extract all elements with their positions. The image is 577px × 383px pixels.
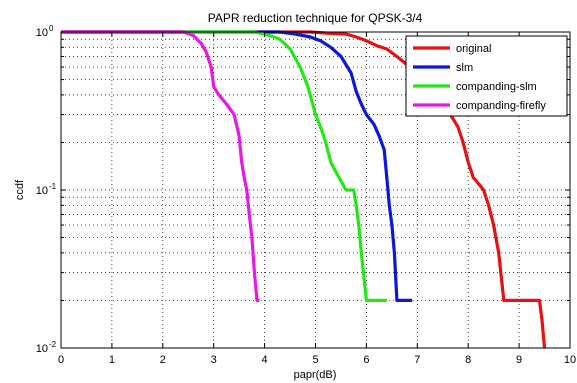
x-tick-label: 7 bbox=[414, 354, 420, 366]
y-tick-label-base: 10 bbox=[36, 185, 48, 197]
legend-entry-label: slm bbox=[456, 62, 473, 74]
x-axis-label: papr(dB) bbox=[294, 369, 337, 381]
y-tick-label-exponent: -1 bbox=[49, 182, 57, 191]
x-tick-label: 4 bbox=[262, 354, 268, 366]
y-tick-label-base: 10 bbox=[36, 343, 48, 355]
series-line-companding-slm bbox=[61, 30, 387, 302]
y-tick-label-exponent: -2 bbox=[49, 340, 57, 349]
y-axis-label: ccdf bbox=[14, 179, 26, 200]
y-tick-label-base: 10 bbox=[36, 27, 48, 39]
x-tick-label: 6 bbox=[363, 354, 369, 366]
series-line-original bbox=[61, 30, 547, 349]
x-tick-label: 3 bbox=[211, 354, 217, 366]
series-line-companding-firefly bbox=[61, 30, 260, 302]
x-tick-label: 9 bbox=[516, 354, 522, 366]
series-layer bbox=[61, 30, 547, 349]
x-tick-label: 2 bbox=[160, 354, 166, 366]
x-tick-label: 0 bbox=[58, 354, 64, 366]
chart-title: PAPR reduction technique for QPSK-3/4 bbox=[208, 11, 423, 25]
legend-entry-label: companding-slm bbox=[456, 81, 537, 93]
x-tick-label: 8 bbox=[465, 354, 471, 366]
x-tick-label: 10 bbox=[564, 354, 576, 366]
legend-entry-label: companding-firefly bbox=[456, 100, 546, 112]
legend: original slm companding-slm companding-fire… bbox=[405, 35, 568, 117]
x-tick-label: 5 bbox=[312, 354, 318, 366]
x-tick-label: 1 bbox=[109, 354, 115, 366]
legend-entry-label: original bbox=[456, 43, 491, 55]
series-line-slm bbox=[61, 30, 413, 302]
x-tick-labels: 0 1 2 3 4 5 6 7 8 9 10 bbox=[58, 354, 576, 366]
y-tick-label-exponent: 0 bbox=[49, 24, 54, 33]
